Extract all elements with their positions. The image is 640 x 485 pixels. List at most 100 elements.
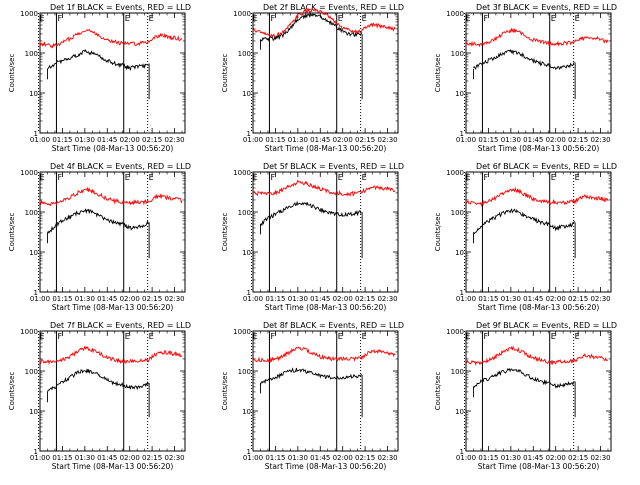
detector-panel: Det 5f BLACK = Events, RED = LLD 1 10 100 10… (221, 162, 404, 312)
marker-label: F (270, 173, 275, 182)
x-tick-label: 01:30 (501, 295, 521, 303)
detector-panel: Det 6f BLACK = Events, RED = LLD 1 10 100 10… (434, 162, 617, 312)
marker-label: E (575, 173, 580, 182)
y-tick-label: 10 (242, 408, 251, 416)
marker-label: E (551, 14, 556, 23)
x-tick-label: 02:15 (568, 454, 588, 462)
y-tick-label: 1000 (233, 169, 251, 177)
marker-label: E (466, 332, 471, 341)
y-tick-label: 10 (455, 249, 464, 257)
events-series-line (47, 208, 149, 234)
y-tick-label: 100 (25, 368, 38, 376)
x-axis-label: Start Time (08-Mar-13 00:56:20) (478, 144, 600, 153)
x-tick-label: 01:15 (478, 295, 498, 303)
marker-label: E (338, 173, 343, 182)
y-tick-label: 1000 (233, 10, 251, 18)
events-series-line (260, 367, 362, 386)
x-tick-label: 01:00 (456, 295, 476, 303)
marker-label: F (57, 14, 62, 23)
lld-series-line (39, 345, 183, 366)
y-axis-label: Counts/sec (221, 213, 229, 252)
marker-label: E (253, 332, 258, 341)
x-tick-label: 01:45 (523, 295, 543, 303)
x-tick-label: 02:15 (355, 136, 375, 144)
events-series-line (473, 48, 575, 71)
detector-panel: Det 9f BLACK = Events, RED = LLD 1 10 100 10… (434, 321, 617, 471)
panel-title: Det 6f BLACK = Events, RED = LLD (476, 162, 617, 171)
marker-label: E (125, 332, 130, 341)
x-tick-label: 02:15 (142, 136, 162, 144)
marker-label: E (149, 332, 154, 341)
x-axis-label: Start Time (08-Mar-13 00:56:20) (265, 303, 387, 312)
marker-label: F (483, 332, 488, 341)
plot-frame (39, 12, 186, 134)
lld-series-line (465, 27, 609, 48)
y-axis-label: Counts/sec (221, 54, 229, 93)
y-axis-label: Counts/sec (221, 372, 229, 411)
panel-title: Det 3f BLACK = Events, RED = LLD (476, 3, 617, 12)
marker-label: E (253, 14, 258, 23)
y-tick-label: 1000 (446, 328, 464, 336)
x-tick-label: 01:45 (523, 136, 543, 144)
x-tick-label: 02:15 (355, 295, 375, 303)
y-tick-label: 1 (460, 289, 464, 297)
panel-title: Det 9f BLACK = Events, RED = LLD (476, 321, 617, 330)
events-series-line (47, 49, 149, 72)
detector-panel: Det 4f BLACK = Events, RED = LLD 1 10 100 10… (8, 162, 191, 312)
y-tick-label: 1 (460, 130, 464, 138)
x-axis-label: Start Time (08-Mar-13 00:56:20) (265, 462, 387, 471)
x-tick-label: 02:30 (164, 454, 184, 462)
y-tick-label: 1 (247, 289, 251, 297)
x-tick-label: 01:30 (288, 295, 308, 303)
detector-panel: Det 3f BLACK = Events, RED = LLD 1 10 100 10… (434, 3, 617, 153)
y-tick-label: 10 (455, 90, 464, 98)
marker-label: E (466, 173, 471, 182)
x-tick-label: 01:45 (310, 454, 330, 462)
y-tick-label: 1000 (446, 169, 464, 177)
x-axis-label: Start Time (08-Mar-13 00:56:20) (52, 303, 174, 312)
y-tick-label: 10 (455, 408, 464, 416)
x-tick-label: 01:00 (30, 295, 50, 303)
marker-label: E (338, 14, 343, 23)
x-tick-label: 01:15 (52, 295, 72, 303)
lld-series-line (39, 186, 183, 207)
marker-label: F (57, 173, 62, 182)
marker-label: E (362, 173, 367, 182)
panel-title: Det 1f BLACK = Events, RED = LLD (50, 3, 191, 12)
lld-series-line (39, 28, 183, 49)
x-tick-label: 02:30 (164, 295, 184, 303)
x-tick-label: 01:30 (501, 454, 521, 462)
detector-panel: Det 1f BLACK = Events, RED = LLD 1 10 100 10… (8, 3, 191, 153)
y-tick-label: 10 (242, 90, 251, 98)
marker-label: E (149, 173, 154, 182)
marker-label: F (57, 332, 62, 341)
x-tick-label: 01:15 (265, 295, 285, 303)
lld-series-line (465, 186, 609, 208)
y-tick-label: 1 (34, 130, 38, 138)
x-tick-label: 01:00 (456, 454, 476, 462)
y-tick-label: 100 (238, 209, 251, 217)
x-tick-label: 02:30 (590, 136, 610, 144)
plot-frame (252, 12, 399, 134)
y-tick-label: 1000 (20, 10, 38, 18)
x-tick-label: 01:45 (97, 295, 117, 303)
marker-label: E (125, 173, 130, 182)
marker-label: E (253, 173, 258, 182)
y-axis-label: Counts/sec (434, 54, 442, 93)
x-tick-label: 01:45 (97, 454, 117, 462)
x-tick-label: 01:30 (75, 454, 95, 462)
events-series-line (473, 208, 575, 235)
y-tick-label: 10 (29, 408, 38, 416)
x-tick-label: 01:15 (265, 454, 285, 462)
x-tick-label: 01:00 (30, 136, 50, 144)
y-tick-label: 100 (25, 50, 38, 58)
y-tick-label: 100 (25, 209, 38, 217)
plot-frame (465, 171, 612, 293)
y-axis-label: Counts/sec (8, 54, 16, 93)
panel-title: Det 7f BLACK = Events, RED = LLD (50, 321, 191, 330)
x-axis-label: Start Time (08-Mar-13 00:56:20) (265, 144, 387, 153)
marker-label: E (40, 332, 45, 341)
y-tick-label: 100 (238, 50, 251, 58)
panel-title: Det 8f BLACK = Events, RED = LLD (263, 321, 404, 330)
marker-label: E (575, 332, 580, 341)
